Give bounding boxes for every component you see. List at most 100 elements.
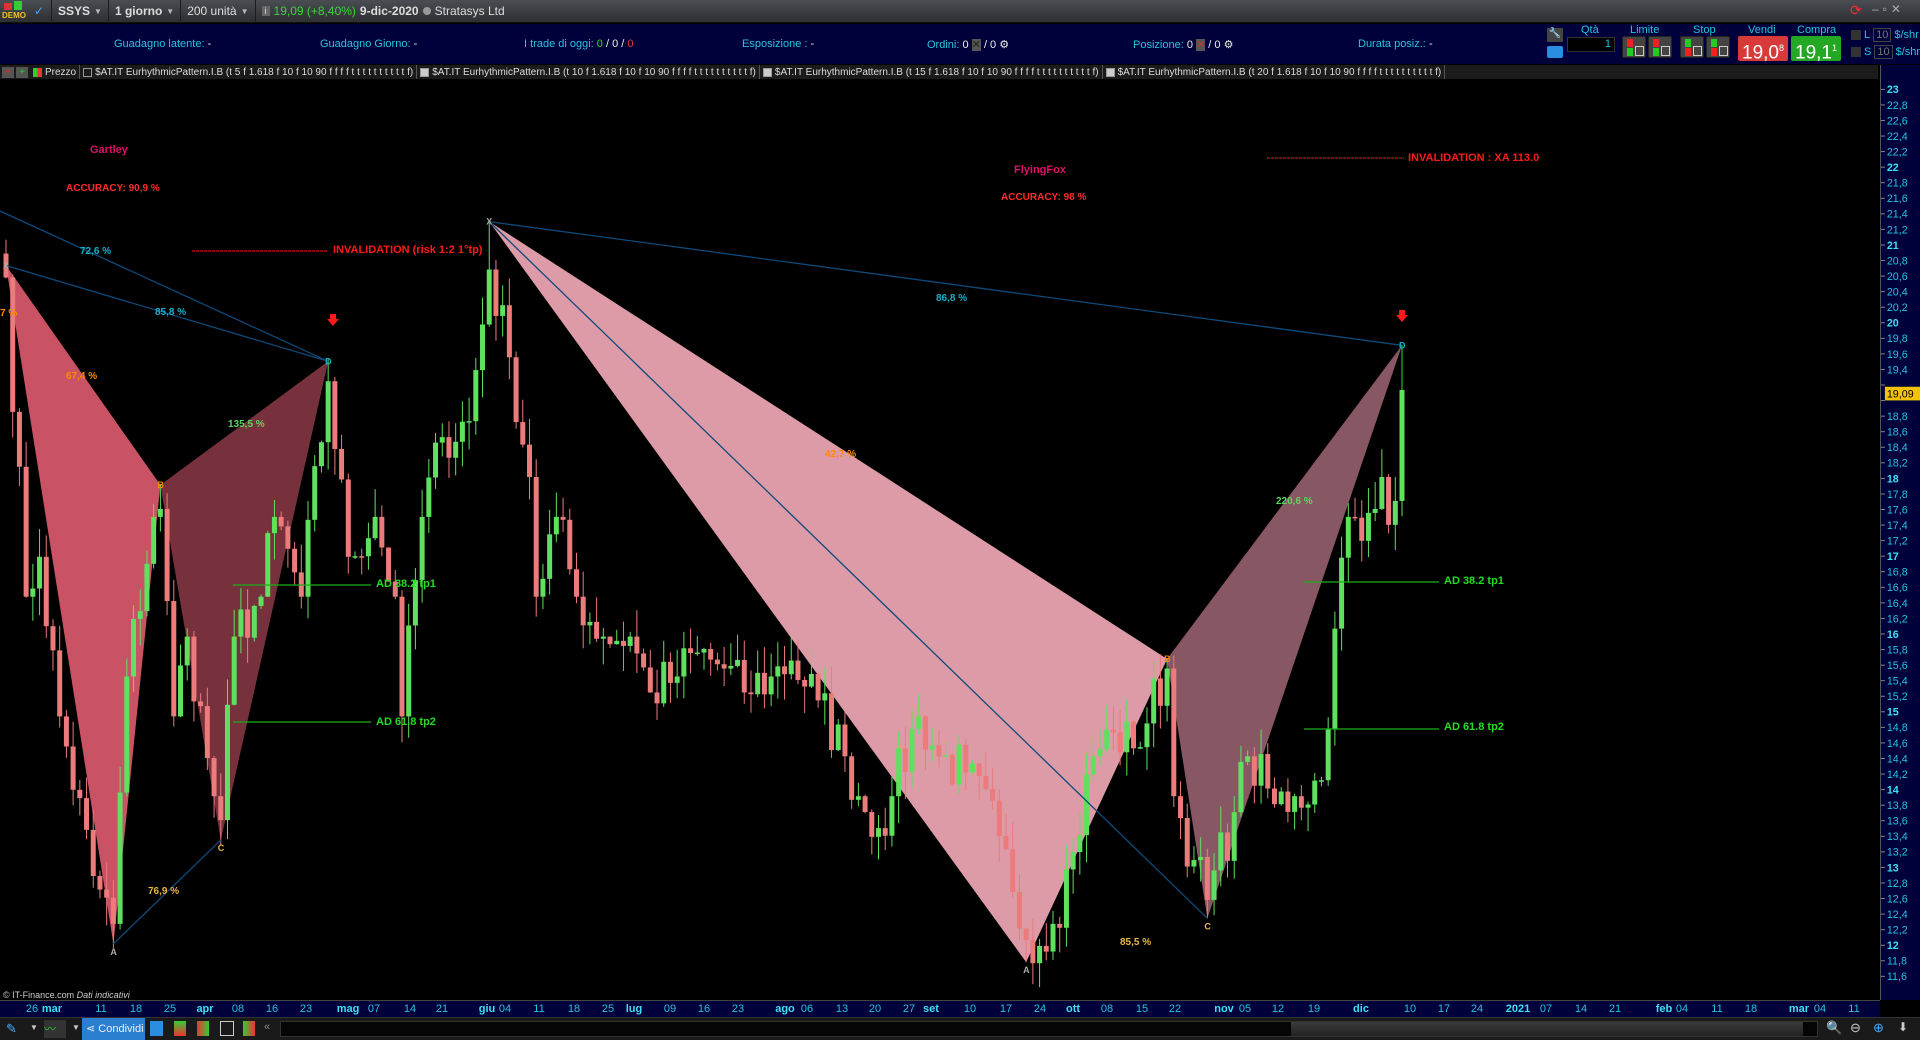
time-tick-label: 21 [435,1003,449,1015]
cancel-orders-icon[interactable]: ✕ [971,39,981,51]
price-tick-label: 14,4 [1887,753,1908,765]
candle-body [1037,945,1043,964]
candle-body [1023,928,1029,940]
price-tick-label: 16,8 [1887,567,1908,579]
buy-button[interactable]: 19,11 [1791,36,1841,63]
info-icon[interactable]: i [261,6,270,16]
refresh-icon[interactable]: ⟳ [1850,2,1862,18]
candle [1171,655,1177,807]
share-button[interactable]: ⋖ Condividi [82,1018,145,1040]
candle-body [1204,856,1210,900]
price-chart[interactable]: X A B C D X A B C D [0,79,1880,1000]
gartley-tp2: AD 61.8 tp2 [376,716,436,728]
zoom-out-icon[interactable]: ⊖ [1850,1020,1861,1035]
scrollbar-thumb[interactable] [1291,1022,1803,1036]
pattern-point-label: B [1164,654,1171,664]
close-position-icon[interactable]: ✕ [1196,39,1206,51]
candle-body [802,679,808,687]
price-axis[interactable]: 11,6 11,8 12 12,2 12,4 12,6 12,8 13 13,2 13,4 13,6… [1880,65,1920,1000]
candle [1285,778,1291,823]
candle-body [721,664,727,669]
legend-indicator-2[interactable]: $AT.IT EurhythmicPattern.I.B (t 10 f 1.6… [417,65,760,79]
stop-buy-button[interactable] [1680,36,1704,58]
candle-body [1251,756,1257,786]
candle [896,731,902,824]
candle-body [37,556,43,589]
long-option[interactable]: L 10 $/shr [1851,28,1919,42]
legend-indicator-3[interactable]: $AT.IT EurhythmicPattern.I.B (t 15 f 1.6… [760,65,1103,79]
long-input[interactable]: 10 [1873,28,1892,42]
candle-body [600,636,606,639]
gear-icon[interactable]: ⚙ [999,39,1010,51]
zoom-fit-icon[interactable]: 🔍 [1826,1020,1843,1035]
time-axis[interactable]: 26 mar 11 18 25 apr 08 16 23 mag 07 14 21 giu 04 11 18 25… [0,1000,1880,1017]
short-option[interactable]: S 10 $/shr [1851,45,1920,59]
wrench-icon[interactable]: 🔧 [1547,28,1563,42]
chevron-down-icon[interactable]: ▼ [72,1023,80,1032]
zoom-in-icon[interactable]: ⊕ [1873,1020,1884,1035]
candle [3,239,9,279]
candle [600,628,606,665]
candle-body [238,609,244,637]
price-tick-label: 16,6 [1887,582,1908,594]
scroll-start-icon[interactable]: « [264,1021,271,1033]
candle-body [23,466,29,597]
download-icon[interactable]: ⬇ [1898,1020,1909,1034]
draw-tool-icon[interactable]: ✎ [6,1021,17,1036]
candle-body [782,666,788,675]
candle-body [520,422,526,445]
short-input[interactable]: 10 [1874,45,1893,59]
limit-sell-button[interactable] [1648,36,1672,58]
news-icon[interactable] [150,1021,163,1036]
short-checkbox[interactable] [1851,47,1861,57]
symbol-select[interactable]: SSYS ▼ [52,0,109,23]
qty-input[interactable]: 1 [1567,37,1615,52]
candle-body [292,548,298,573]
candle [869,809,875,855]
flyingfox-xd-line [489,220,1403,346]
time-tick-label: 11 [533,1003,545,1015]
limit-buy-button[interactable] [1622,36,1646,58]
candle [245,589,251,663]
candle-body [916,716,922,729]
candle [641,648,647,671]
keyboard-icon[interactable] [1547,46,1563,58]
candle [983,751,989,791]
price-tick-label: 18,4 [1887,442,1908,454]
units-select[interactable]: 200 unità ▼ [181,0,256,23]
remove-icon[interactable]: + [2,66,14,78]
chevron-down-icon[interactable]: ▼ [30,1023,38,1032]
legend-price[interactable]: Prezzo [30,65,81,79]
sell-button[interactable]: 19,08 [1738,36,1788,63]
time-tick-label: 27 [902,1003,916,1015]
stop-sell-button[interactable] [1706,36,1730,58]
gear-icon[interactable]: ⚙ [1223,39,1234,51]
horizontal-scrollbar[interactable] [280,1021,1818,1037]
chart-window-icon[interactable] [220,1021,234,1036]
timeframe-select[interactable]: 1 giorno ▼ [109,0,182,23]
candle-body [245,609,251,638]
candle-body [1258,754,1264,786]
candle [131,605,137,693]
orders-icon[interactable] [197,1021,209,1036]
legend-indicator-4[interactable]: $AT.IT EurhythmicPattern.I.B (t 20 f 1.6… [1103,65,1446,79]
legend-indicator-1[interactable]: $AT.IT EurhythmicPattern.I.B (t 5 f 1.61… [80,65,418,79]
book-icon[interactable] [174,1021,186,1036]
candle [1339,536,1345,651]
candle-body [1178,796,1184,819]
candle-body [533,477,539,597]
candle-body [104,889,110,898]
candle-body [1352,516,1358,519]
trades-icon[interactable] [243,1021,255,1036]
add-icon[interactable]: + [16,66,28,78]
candle [1050,911,1056,960]
candle-body [164,508,170,602]
long-checkbox[interactable] [1851,30,1861,40]
indicators-icon[interactable]: 〰 [44,1020,66,1038]
window-controls[interactable]: –▫✕ [1872,2,1905,16]
time-tick-label: 16 [697,1003,711,1015]
price-tick-label: 21,6 [1887,193,1908,205]
connection-icon[interactable]: ✓ [28,0,52,23]
candle [16,408,22,487]
time-tick-label: 04 [498,1003,512,1015]
